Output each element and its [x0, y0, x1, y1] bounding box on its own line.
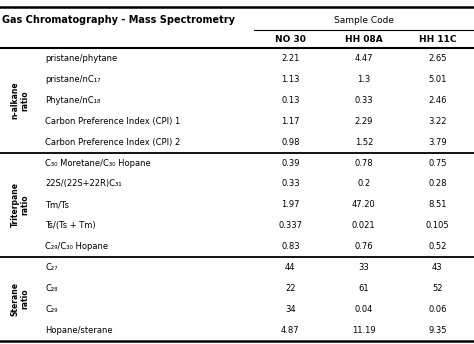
- Text: Gas Chromatography - Mass Spectrometry: Gas Chromatography - Mass Spectrometry: [2, 15, 236, 25]
- Text: pristane/phytane: pristane/phytane: [45, 54, 117, 63]
- Text: 0.78: 0.78: [355, 159, 373, 168]
- Text: 0.98: 0.98: [281, 138, 300, 147]
- Text: Carbon Preference Index (CPI) 1: Carbon Preference Index (CPI) 1: [45, 117, 180, 126]
- Text: 0.06: 0.06: [428, 305, 447, 314]
- Text: 2.21: 2.21: [281, 54, 300, 63]
- Text: NO 30: NO 30: [275, 35, 306, 44]
- Text: 2.29: 2.29: [355, 117, 373, 126]
- Text: 43: 43: [432, 263, 443, 272]
- Text: HH 08A: HH 08A: [345, 35, 383, 44]
- Text: 22: 22: [285, 284, 296, 293]
- Text: Tm/Ts: Tm/Ts: [45, 200, 69, 209]
- Text: 2.65: 2.65: [428, 54, 447, 63]
- Text: 0.33: 0.33: [281, 180, 300, 189]
- Text: pristane/nC₁₇: pristane/nC₁₇: [45, 75, 100, 84]
- Text: 8.51: 8.51: [428, 200, 447, 209]
- Text: 2.46: 2.46: [428, 96, 447, 105]
- Text: 0.39: 0.39: [281, 159, 300, 168]
- Text: 0.13: 0.13: [281, 96, 300, 105]
- Text: 0.76: 0.76: [355, 242, 373, 251]
- Text: 4.87: 4.87: [281, 326, 300, 335]
- Text: 47.20: 47.20: [352, 200, 376, 209]
- Text: Ts/(Ts + Tm): Ts/(Ts + Tm): [45, 221, 96, 230]
- Text: 9.35: 9.35: [428, 326, 447, 335]
- Text: 5.01: 5.01: [428, 75, 447, 84]
- Text: 3.22: 3.22: [428, 117, 447, 126]
- Text: Triterpane
ratio: Triterpane ratio: [10, 182, 30, 227]
- Text: C₂₇: C₂₇: [45, 263, 57, 272]
- Text: 0.021: 0.021: [352, 221, 375, 230]
- Text: 34: 34: [285, 305, 296, 314]
- Text: C₂₈: C₂₈: [45, 284, 57, 293]
- Text: 1.3: 1.3: [357, 75, 370, 84]
- Text: 0.04: 0.04: [355, 305, 373, 314]
- Text: 1.17: 1.17: [281, 117, 300, 126]
- Text: 0.75: 0.75: [428, 159, 447, 168]
- Text: 4.47: 4.47: [355, 54, 373, 63]
- Text: n-alkane
ratio: n-alkane ratio: [10, 82, 30, 119]
- Text: 33: 33: [358, 263, 369, 272]
- Text: 61: 61: [358, 284, 369, 293]
- Text: 22S/(22S+22R)C₃₁: 22S/(22S+22R)C₃₁: [45, 180, 122, 189]
- Text: 0.2: 0.2: [357, 180, 370, 189]
- Text: Phytane/nC₁₈: Phytane/nC₁₈: [45, 96, 100, 105]
- Text: 0.33: 0.33: [355, 96, 373, 105]
- Text: C₂₉/C₃₀ Hopane: C₂₉/C₃₀ Hopane: [45, 242, 108, 251]
- Text: Hopane/sterane: Hopane/sterane: [45, 326, 113, 335]
- Text: 44: 44: [285, 263, 296, 272]
- Text: Sterane
ratio: Sterane ratio: [10, 282, 30, 316]
- Text: 0.28: 0.28: [428, 180, 447, 189]
- Text: C₂₉: C₂₉: [45, 305, 57, 314]
- Text: 0.105: 0.105: [426, 221, 449, 230]
- Text: 1.13: 1.13: [281, 75, 300, 84]
- Text: 0.83: 0.83: [281, 242, 300, 251]
- Text: 11.19: 11.19: [352, 326, 375, 335]
- Text: Sample Code: Sample Code: [334, 15, 394, 24]
- Text: 1.52: 1.52: [355, 138, 373, 147]
- Text: HH 11C: HH 11C: [419, 35, 456, 44]
- Text: 0.52: 0.52: [428, 242, 447, 251]
- Text: 1.97: 1.97: [281, 200, 300, 209]
- Text: 0.337: 0.337: [278, 221, 302, 230]
- Text: 3.79: 3.79: [428, 138, 447, 147]
- Text: Carbon Preference Index (CPI) 2: Carbon Preference Index (CPI) 2: [45, 138, 180, 147]
- Text: 52: 52: [432, 284, 443, 293]
- Text: C₃₀ Moretane/C₃₀ Hopane: C₃₀ Moretane/C₃₀ Hopane: [45, 159, 151, 168]
